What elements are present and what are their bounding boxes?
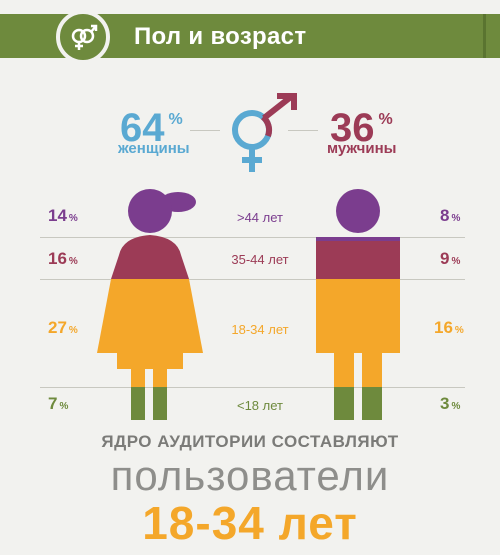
gender-symbols-icon <box>56 10 110 64</box>
core-age-range: 18-34 лет <box>142 497 358 549</box>
header-accent <box>483 14 486 58</box>
divider-line <box>40 279 465 280</box>
female-figure-icon <box>97 189 203 420</box>
page-title: Пол и возраст <box>134 23 307 50</box>
divider-line <box>40 237 465 238</box>
women-age-percent-44plus: 14% <box>48 206 78 225</box>
men-age-percent-44plus: 8% <box>440 206 461 225</box>
gender-symbol-icon <box>232 93 297 172</box>
age-label-35-44: 35-44 лет <box>231 252 289 267</box>
women-age-percent-18-34: 27% <box>48 318 78 337</box>
divider-line <box>40 387 465 388</box>
users-heading: пользователи <box>110 452 390 499</box>
men-age-percent-18-34: 16% <box>434 318 464 337</box>
core-audience-heading: ЯДРО АУДИТОРИИ СОСТАВЛЯЮТ <box>101 432 399 451</box>
men-age-percent-35-44: 9% <box>440 249 461 268</box>
age-label-under18: <18 лет <box>236 398 283 413</box>
men-percent: 36% <box>330 106 393 150</box>
men-label: мужчины <box>327 140 397 157</box>
women-age-percent-under18: 7% <box>48 394 69 413</box>
women-percent: 64% <box>120 106 183 150</box>
women-label: женщины <box>118 140 190 157</box>
men-connector-line <box>288 130 318 131</box>
women-connector-line <box>190 130 220 131</box>
women-age-percent-35-44: 16% <box>48 249 78 268</box>
male-figure-icon <box>316 189 400 420</box>
age-label-44plus: >44 лет <box>236 210 283 225</box>
men-age-percent-under18: 3% <box>440 394 461 413</box>
age-label-18-34: 18-34 лет <box>231 322 289 337</box>
